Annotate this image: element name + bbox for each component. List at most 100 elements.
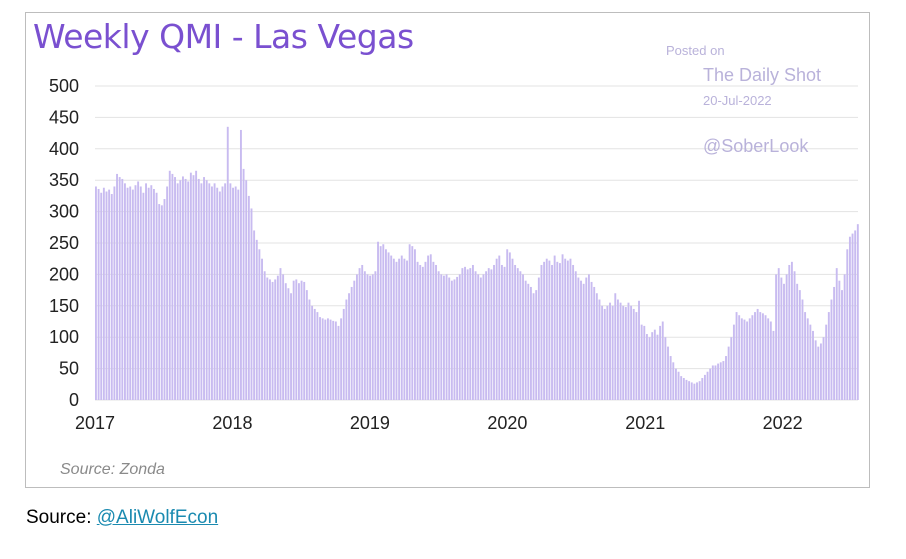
bar <box>448 277 451 400</box>
bar <box>226 126 229 400</box>
bar <box>313 308 316 400</box>
bar <box>566 260 569 400</box>
bar <box>308 299 311 400</box>
bar <box>234 186 237 400</box>
source-link[interactable]: @AliWolfEcon <box>96 507 219 528</box>
bar <box>184 178 187 400</box>
bar <box>123 183 126 400</box>
bar <box>406 260 408 400</box>
bar <box>292 280 295 400</box>
bar <box>250 208 253 400</box>
bar <box>656 334 659 400</box>
bar <box>769 321 772 400</box>
bar <box>601 305 604 400</box>
bar <box>145 183 147 400</box>
bar <box>685 379 688 400</box>
bar <box>466 269 469 400</box>
bar <box>587 274 590 400</box>
bar <box>163 199 166 400</box>
bar <box>116 173 118 400</box>
bar <box>669 356 672 400</box>
bar <box>261 258 263 400</box>
bar <box>355 274 358 400</box>
bar <box>147 187 150 400</box>
bar <box>290 293 292 400</box>
bar <box>110 194 113 400</box>
bar <box>113 186 116 400</box>
bar <box>569 258 572 400</box>
bar <box>469 268 472 400</box>
bar <box>403 258 406 400</box>
bar <box>329 319 332 400</box>
bar <box>606 305 609 400</box>
bar <box>790 261 793 400</box>
bar <box>245 180 248 400</box>
chart-source-note: Source: Zonda <box>60 461 165 478</box>
bar <box>340 318 343 400</box>
bar <box>819 343 822 400</box>
watermark-publication: The Daily Shot <box>703 65 822 85</box>
bar <box>479 277 482 400</box>
bar <box>348 293 350 400</box>
bar <box>846 249 849 400</box>
bar <box>759 312 762 400</box>
chart-title: Weekly QMI - Las Vegas <box>33 17 414 56</box>
bar <box>788 264 791 400</box>
x-tick-label: 2018 <box>212 413 252 433</box>
bar <box>825 324 828 400</box>
bar <box>854 230 857 400</box>
bar <box>126 187 129 400</box>
bar <box>239 129 242 400</box>
bar <box>408 244 411 400</box>
bar <box>522 274 524 400</box>
bar <box>387 252 390 400</box>
bar <box>121 178 124 400</box>
bar <box>274 279 277 400</box>
bar <box>680 376 683 400</box>
bar <box>648 337 651 400</box>
bar <box>390 255 393 400</box>
bar <box>572 264 575 400</box>
bar <box>282 274 285 400</box>
bar <box>659 325 662 400</box>
bar <box>856 224 859 400</box>
bar <box>413 249 416 400</box>
bar <box>218 191 221 400</box>
bar <box>108 189 111 400</box>
bar <box>619 302 622 400</box>
bar <box>205 180 208 400</box>
bar <box>305 290 308 400</box>
bar <box>324 319 327 400</box>
bar <box>529 286 532 400</box>
bar <box>139 186 142 400</box>
bar <box>556 261 559 400</box>
bar <box>319 317 321 400</box>
bar <box>458 274 461 400</box>
bar <box>195 170 198 400</box>
y-tick-label: 500 <box>49 76 79 96</box>
bar <box>674 368 677 400</box>
bar <box>719 362 722 400</box>
bar <box>158 204 161 400</box>
bar <box>371 274 374 400</box>
bar <box>131 189 134 400</box>
bar <box>516 268 519 400</box>
y-tick-label: 150 <box>49 296 79 316</box>
bar <box>392 258 395 400</box>
bar <box>295 279 298 400</box>
watermark-date: 20-Jul-2022 <box>703 93 772 108</box>
bar <box>224 183 227 400</box>
bar <box>574 271 577 400</box>
bar <box>429 254 432 400</box>
bar <box>419 264 422 400</box>
bar <box>160 205 163 400</box>
bar <box>577 277 580 400</box>
bar <box>200 183 203 400</box>
bar <box>727 346 730 400</box>
bar <box>440 274 443 400</box>
bar <box>614 293 617 400</box>
bar <box>524 280 527 400</box>
bar <box>437 271 440 400</box>
bar <box>508 252 511 400</box>
bar <box>761 313 764 400</box>
